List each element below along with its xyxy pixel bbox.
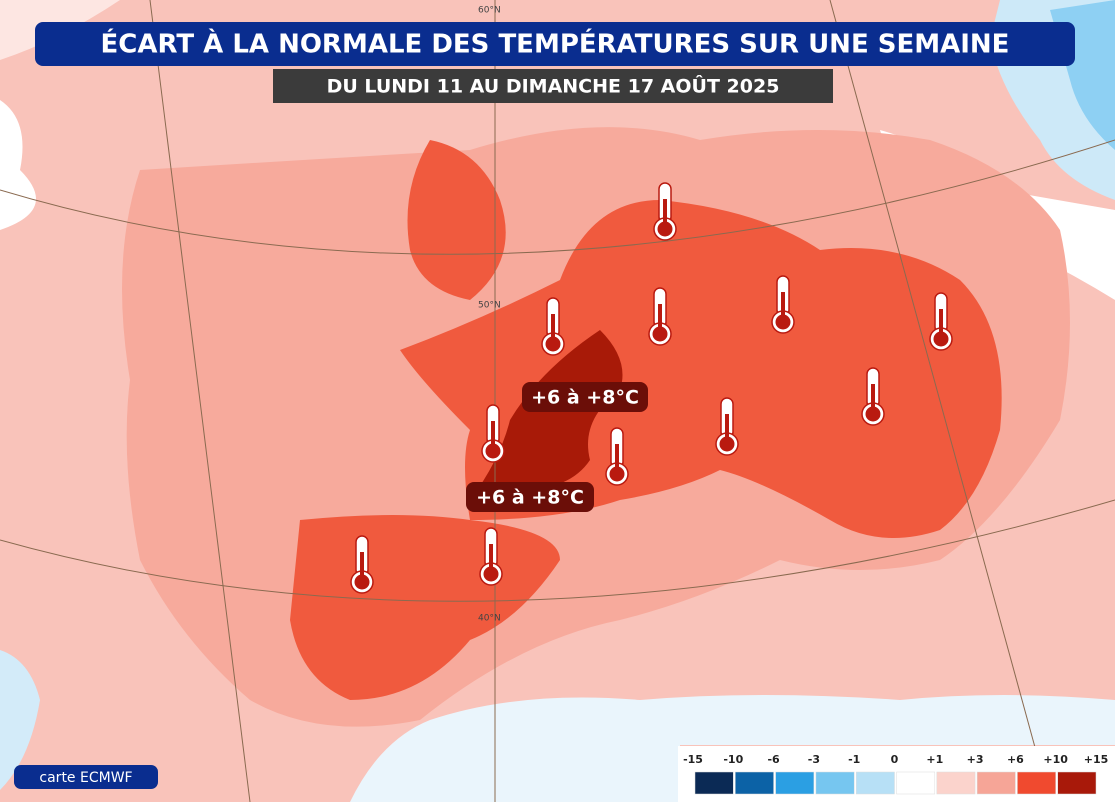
thermometer-fill xyxy=(354,574,370,590)
thermometer-fill xyxy=(933,331,949,347)
credit: carte ECMWF xyxy=(39,770,132,786)
legend-swatch xyxy=(1057,771,1097,795)
thermometer-level xyxy=(725,414,729,442)
thermometer-fill xyxy=(657,221,673,237)
legend-label: -6 xyxy=(767,753,780,766)
thermometer-fill xyxy=(865,406,881,422)
thermometer-fill xyxy=(719,436,735,452)
lat-label: 50°N xyxy=(478,301,501,311)
legend-swatch xyxy=(815,771,855,795)
credit-box xyxy=(14,765,158,789)
thermometer-fill xyxy=(545,336,561,352)
legend-label: -3 xyxy=(808,753,820,766)
thermometer xyxy=(653,182,677,241)
legend-label: +3 xyxy=(967,753,984,766)
thermometer-level xyxy=(781,292,785,320)
legend-swatch xyxy=(976,771,1016,795)
legend-swatch xyxy=(936,771,976,795)
title: ÉCART À LA NORMALE DES TEMPÉRATURES SUR … xyxy=(101,28,1010,60)
hot-area xyxy=(407,140,506,300)
legend-swatch xyxy=(694,771,734,795)
very-hot-area xyxy=(470,330,623,508)
cool-area xyxy=(350,695,1115,802)
legend-label: -15 xyxy=(683,753,703,766)
legend-label: +10 xyxy=(1043,753,1068,766)
thermometer xyxy=(861,367,885,426)
thermometer-level xyxy=(871,384,875,412)
thermometer-fill xyxy=(483,566,499,582)
thermometer xyxy=(481,404,505,463)
thermometer-level xyxy=(360,552,364,580)
legend-swatch xyxy=(855,771,895,795)
legend-swatch xyxy=(896,771,936,795)
title-box xyxy=(35,22,1075,66)
annotation-box xyxy=(466,482,594,512)
legend-label: +1 xyxy=(926,753,943,766)
legend: -15 -10 -6 -3 -1 0 +1 +3 +6 +10 +15 xyxy=(683,753,1109,795)
thermometer-fill xyxy=(652,326,668,342)
subtitle: DU LUNDI 11 AU DIMANCHE 17 AOÛT 2025 xyxy=(327,74,780,98)
thermometer xyxy=(605,427,629,486)
legend-swatch xyxy=(1017,771,1056,795)
lat-label: 40°N xyxy=(478,614,501,624)
thermometer-level xyxy=(615,444,619,472)
legend-label: +6 xyxy=(1007,753,1024,766)
latitude-labels: 60°N 50°N 40°N xyxy=(478,6,501,624)
thermometer xyxy=(541,297,565,356)
thermometer xyxy=(648,287,672,346)
thermometer xyxy=(715,397,739,456)
legend-label: 0 xyxy=(891,753,899,766)
thermometer-level xyxy=(939,309,943,337)
thermometers xyxy=(350,182,953,594)
thermometer-level xyxy=(663,199,667,227)
legend-label: -10 xyxy=(723,753,743,766)
cool-area xyxy=(0,650,40,790)
thermometer-fill xyxy=(485,443,501,459)
thermometer-level xyxy=(489,544,493,572)
thermometer xyxy=(929,292,953,351)
thermometer-level xyxy=(551,314,555,342)
thermometer-fill xyxy=(609,466,625,482)
thermometer-fill xyxy=(775,314,791,330)
annotation: +6 à +8°C xyxy=(476,487,584,509)
thermometer-level xyxy=(658,304,662,332)
thermometer xyxy=(350,535,374,594)
annotation: +6 à +8°C xyxy=(531,387,639,409)
legend-label: +15 xyxy=(1084,753,1109,766)
legend-swatch xyxy=(735,771,774,795)
thermometer-level xyxy=(491,421,495,449)
legend-swatch xyxy=(775,771,815,795)
thermometer xyxy=(479,527,503,586)
legend-label: -1 xyxy=(848,753,860,766)
subtitle-box xyxy=(273,69,833,103)
lat-label: 60°N xyxy=(478,6,501,16)
thermometer xyxy=(771,275,795,334)
annotation-box xyxy=(522,382,648,412)
